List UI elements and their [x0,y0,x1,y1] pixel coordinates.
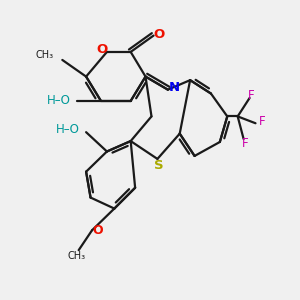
Text: O: O [96,43,107,56]
Text: O: O [92,224,103,237]
Text: S: S [154,159,164,172]
Text: CH₃: CH₃ [36,50,54,61]
Text: H–O: H–O [56,123,80,136]
Text: F: F [242,137,248,150]
Text: N: N [169,81,180,94]
Text: CH₃: CH₃ [67,250,86,260]
Text: F: F [259,115,266,128]
Text: O: O [153,28,164,40]
Text: F: F [248,88,254,101]
Text: H–O: H–O [47,94,70,107]
